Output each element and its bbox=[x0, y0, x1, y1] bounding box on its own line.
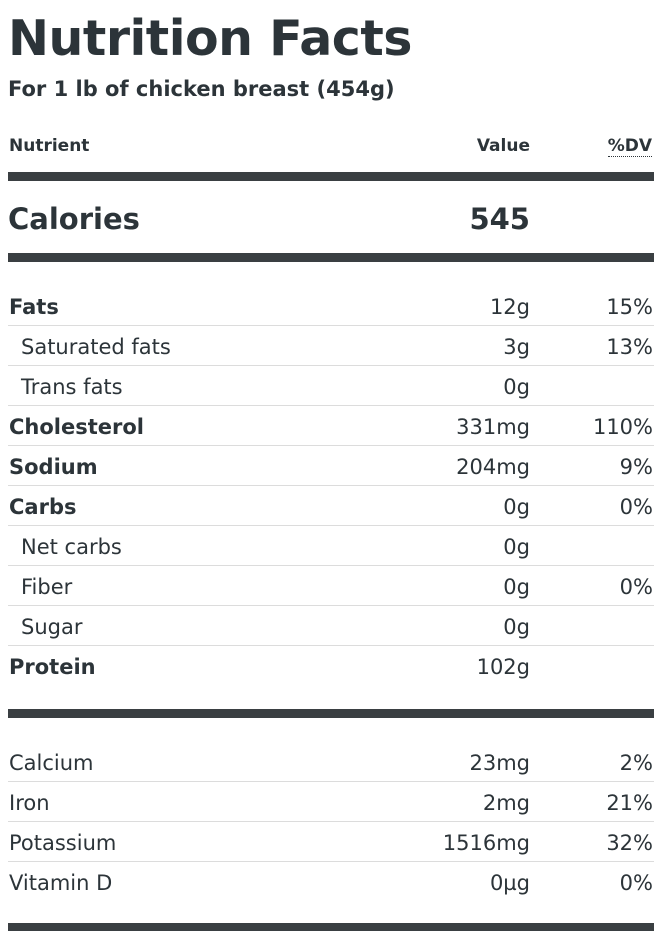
nutrient-name: Sodium bbox=[9, 455, 98, 479]
macro-divider bbox=[8, 709, 654, 718]
nutrient-name: Protein bbox=[9, 655, 96, 679]
nutrient-daily-value: 0% bbox=[619, 575, 653, 599]
nutrient-value: 1516mg bbox=[442, 831, 530, 855]
nutrient-value: 0g bbox=[503, 575, 530, 599]
nutrient-name: Cholesterol bbox=[9, 415, 144, 439]
nutrient-value: 0g bbox=[503, 495, 530, 519]
nutrient-row: Net carbs 0g bbox=[8, 526, 654, 566]
nutrient-value: 0g bbox=[503, 615, 530, 639]
macronutrient-list: Fats 12g 15% Saturated fats 3g 13% Trans fats 0… bbox=[8, 286, 654, 685]
calories-divider bbox=[8, 253, 654, 262]
nutrient-name: Fats bbox=[9, 295, 59, 319]
column-header-value: Value bbox=[476, 136, 530, 156]
column-header-dv: %DV bbox=[607, 133, 652, 159]
nutrient-value: 2mg bbox=[482, 791, 530, 815]
nutrient-value: 3g bbox=[503, 335, 530, 359]
nutrient-row: Protein 102g bbox=[8, 646, 654, 685]
nutrient-row: Vitamin D 0µg 0% bbox=[8, 862, 654, 901]
nutrient-row: Sugar 0g bbox=[8, 606, 654, 646]
nutrient-name: Saturated fats bbox=[21, 335, 171, 359]
nutrient-row: Potassium 1516mg 32% bbox=[8, 822, 654, 862]
nutrient-row: Calcium 23mg 2% bbox=[8, 742, 654, 782]
nutrient-name: Net carbs bbox=[21, 535, 122, 559]
nutrient-value: 331mg bbox=[456, 415, 530, 439]
nutrient-name: Sugar bbox=[21, 615, 83, 639]
nutrient-name: Fiber bbox=[21, 575, 73, 599]
nutrient-daily-value: 15% bbox=[606, 295, 653, 319]
nutrient-value: 12g bbox=[489, 295, 530, 319]
dv-abbreviation: %DV bbox=[607, 136, 652, 157]
column-header-nutrient: Nutrient bbox=[9, 136, 90, 156]
nutrient-name: Calcium bbox=[9, 751, 94, 775]
nutrient-daily-value: 21% bbox=[606, 791, 653, 815]
nutrient-value: 102g bbox=[476, 655, 530, 679]
nutrient-name: Trans fats bbox=[21, 375, 123, 399]
nutrient-row: Carbs 0g 0% bbox=[8, 486, 654, 526]
nutrient-value: 0g bbox=[503, 375, 530, 399]
nutrient-value: 0g bbox=[503, 535, 530, 559]
nutrient-row: Cholesterol 331mg 110% bbox=[8, 406, 654, 446]
nutrient-row: Iron 2mg 21% bbox=[8, 782, 654, 822]
nutrient-row: Fiber 0g 0% bbox=[8, 566, 654, 606]
nutrient-daily-value: 2% bbox=[619, 751, 653, 775]
nutrient-name: Iron bbox=[9, 791, 50, 815]
bottom-divider bbox=[8, 923, 654, 931]
nutrient-daily-value: 110% bbox=[592, 415, 653, 439]
nutrient-value: 204mg bbox=[456, 455, 530, 479]
nutrient-daily-value: 0% bbox=[619, 495, 653, 519]
nutrient-daily-value: 32% bbox=[606, 831, 653, 855]
nutrient-daily-value: 13% bbox=[606, 335, 653, 359]
nutrient-value: 23mg bbox=[469, 751, 530, 775]
nutrient-row: Fats 12g 15% bbox=[8, 286, 654, 326]
nutrient-value: 0µg bbox=[489, 871, 530, 895]
serving-subtitle: For 1 lb of chicken breast (454g) bbox=[8, 77, 395, 101]
calories-label: Calories bbox=[8, 202, 140, 236]
micronutrient-list: Calcium 23mg 2% Iron 2mg 21% Potassium 1516mg 32… bbox=[8, 742, 654, 901]
page-title: Nutrition Facts bbox=[8, 10, 412, 67]
nutrient-daily-value: 0% bbox=[619, 871, 653, 895]
calories-row: Calories 545 bbox=[8, 196, 654, 242]
header-divider bbox=[8, 172, 654, 181]
calories-value: 545 bbox=[469, 202, 530, 236]
nutrient-row: Saturated fats 3g 13% bbox=[8, 326, 654, 366]
nutrient-name: Potassium bbox=[9, 831, 117, 855]
nutrient-name: Vitamin D bbox=[9, 871, 113, 895]
nutrient-row: Sodium 204mg 9% bbox=[8, 446, 654, 486]
nutrient-name: Carbs bbox=[9, 495, 77, 519]
nutrient-daily-value: 9% bbox=[619, 455, 653, 479]
nutrient-row: Trans fats 0g bbox=[8, 366, 654, 406]
